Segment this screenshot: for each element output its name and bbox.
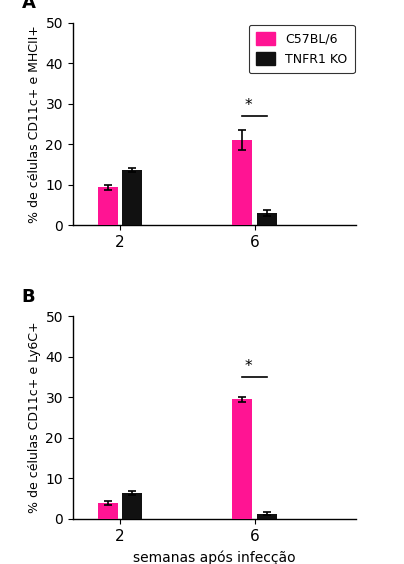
Bar [122,494,142,519]
Text: B: B [22,288,36,306]
Bar [257,213,277,225]
Text: *: * [245,359,252,374]
Text: *: * [245,98,252,112]
Y-axis label: % de células CD11c+ e MHCII+: % de células CD11c+ e MHCII+ [28,25,41,223]
Bar [257,514,277,519]
Bar [232,140,252,225]
Y-axis label: % de células CD11c+ e Ly6C+: % de células CD11c+ e Ly6C+ [28,322,41,513]
Bar [122,170,142,225]
Bar [98,187,118,225]
Bar [232,399,252,519]
Bar [98,503,118,519]
X-axis label: semanas após infecção: semanas após infecção [133,550,295,564]
Text: A: A [22,0,36,12]
Legend: C57BL/6, TNFR1 KO: C57BL/6, TNFR1 KO [249,25,355,73]
